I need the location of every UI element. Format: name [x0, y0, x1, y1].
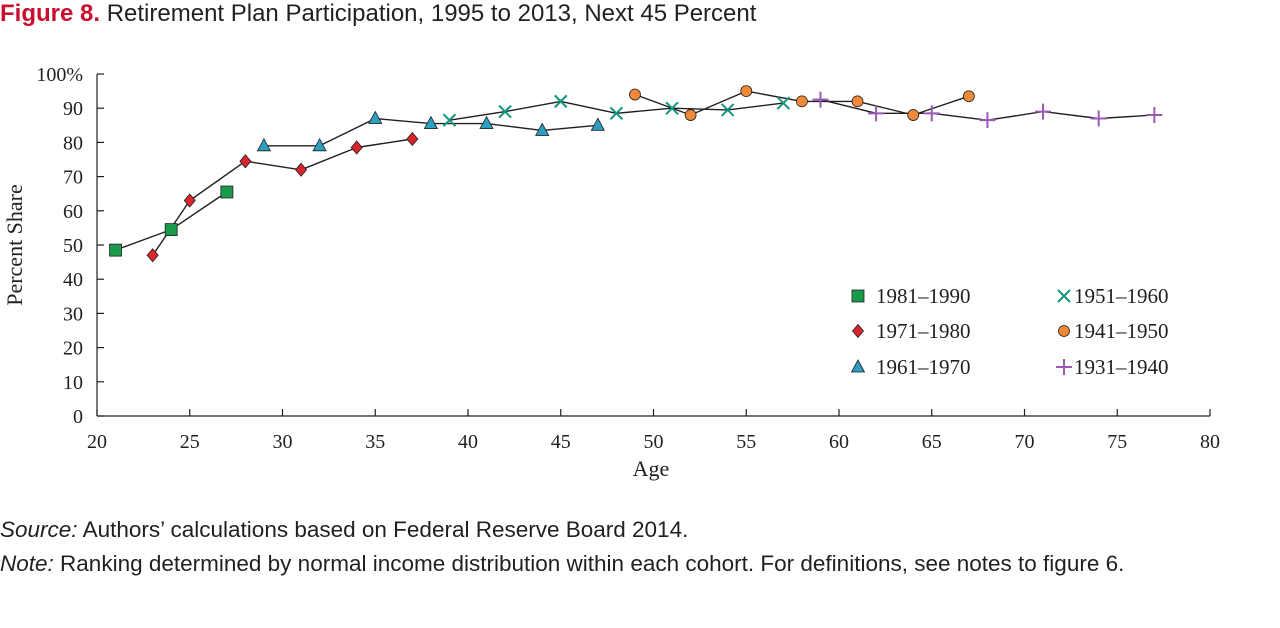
data-point — [962, 90, 975, 103]
data-point — [907, 109, 920, 121]
data-point — [239, 154, 252, 169]
figure-title-text: Retirement Plan Participation, 1995 to 2… — [106, 0, 757, 27]
legend-marker — [850, 359, 866, 373]
note-label: Note: — [0, 551, 54, 576]
series-line — [152, 138, 413, 256]
note-text: Ranking determined by normal income dist… — [60, 551, 1125, 576]
legend-label: 1951–1960 — [1074, 284, 1169, 308]
data-point — [295, 162, 308, 177]
data-point — [629, 88, 641, 101]
data-point — [146, 248, 159, 263]
source-line: Source: Authors’ calculations based on F… — [0, 513, 1280, 547]
x-tick-label: 30 — [273, 431, 293, 453]
data-point — [979, 112, 996, 129]
y-tick-label: 10 — [63, 372, 83, 394]
data-point — [684, 109, 697, 121]
figure-title: Figure 8. Retirement Plan Participation,… — [0, 0, 756, 28]
x-tick-label: 60 — [829, 431, 849, 453]
x-tick-label: 75 — [1107, 431, 1127, 453]
x-tick-label: 25 — [180, 431, 200, 453]
y-tick-label: 80 — [63, 132, 83, 154]
y-tick-label: 90 — [63, 98, 83, 120]
series-lines — [115, 90, 1155, 256]
y-tick-label: 40 — [63, 269, 83, 291]
data-point — [164, 223, 178, 237]
series-markers — [109, 85, 1163, 263]
data-point — [479, 115, 494, 129]
data-point — [350, 140, 363, 155]
data-point — [109, 243, 122, 257]
data-point — [423, 115, 439, 129]
x-tick-label: 55 — [736, 431, 756, 453]
data-point — [609, 106, 624, 121]
x-tick-label: 65 — [922, 431, 942, 453]
data-point — [1035, 103, 1052, 120]
legend-label: 1961–1970 — [876, 355, 971, 379]
data-point — [183, 193, 196, 208]
y-axis-label: Percent Share — [2, 184, 27, 306]
figure-notes: Source: Authors’ calculations based on F… — [0, 513, 1280, 581]
legend: 1981–1990 1951–1960 1971–1980 1941–1950 1961… — [850, 284, 1169, 379]
note-line: Note: Ranking determined by normal incom… — [0, 547, 1280, 581]
legend-label: 1981–1990 — [876, 284, 971, 308]
data-point — [796, 95, 808, 108]
data-point — [665, 101, 679, 115]
y-tick-label: 70 — [63, 167, 83, 189]
x-tick-label: 70 — [1015, 431, 1035, 453]
source-text: Authors’ calculations based on Federal R… — [82, 517, 689, 542]
source-label: Source: — [0, 517, 78, 542]
legend-marker — [1058, 325, 1070, 337]
legend-label: 1931–1940 — [1074, 355, 1169, 379]
data-point — [406, 131, 419, 147]
x-tick-label: 40 — [458, 431, 478, 453]
y-tick-label: 20 — [63, 338, 83, 360]
legend-label: 1971–1980 — [876, 319, 971, 343]
y-tick-label: 30 — [63, 303, 83, 325]
x-tick-label: 35 — [365, 431, 385, 453]
data-point — [868, 105, 885, 122]
line-chart: 0 10 20 30 40 50 60 70 80 90 100% 20 25 30 35 40 45 50 55 6… — [2, 64, 1220, 481]
y-tick-label: 100% — [36, 64, 83, 86]
data-point — [368, 110, 383, 124]
series-line — [115, 191, 228, 251]
data-point — [812, 91, 829, 108]
y-tick-label: 50 — [63, 235, 83, 257]
data-point — [554, 94, 568, 109]
axes: 0 10 20 30 40 50 60 70 80 90 100% 20 25 30 35 40 45 50 55 6… — [36, 64, 1220, 453]
x-axis-label: Age — [633, 456, 670, 481]
data-point — [1146, 107, 1163, 124]
data-point — [535, 122, 550, 136]
x-tick-label: 20 — [87, 431, 107, 453]
y-tick-label: 0 — [73, 406, 83, 428]
legend-marker — [851, 289, 865, 303]
legend-label: 1941–1950 — [1074, 319, 1169, 343]
data-point — [720, 103, 735, 117]
data-point — [498, 104, 512, 119]
data-point — [851, 95, 864, 108]
legend-marker — [851, 323, 865, 339]
data-point — [923, 105, 940, 122]
x-tick-label: 80 — [1200, 431, 1220, 453]
legend-marker — [1056, 359, 1072, 375]
data-point — [442, 113, 457, 127]
x-tick-label: 45 — [551, 431, 571, 453]
data-point — [220, 185, 234, 199]
legend-marker — [1057, 289, 1071, 303]
data-point — [312, 137, 327, 152]
data-point — [776, 96, 791, 110]
x-tick-label: 50 — [644, 431, 664, 453]
figure-label: Figure 8. — [0, 0, 101, 27]
data-point — [740, 85, 753, 97]
data-point — [1090, 110, 1107, 127]
y-tick-label: 60 — [63, 201, 83, 223]
data-point — [590, 117, 606, 131]
data-point — [256, 137, 272, 152]
